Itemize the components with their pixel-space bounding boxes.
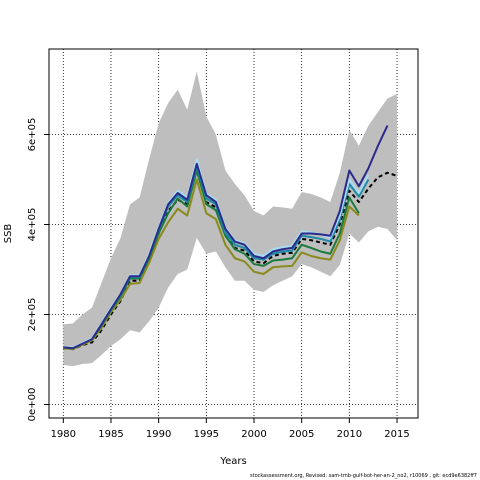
y-tick-label-2: 4e+05: [27, 208, 38, 242]
series-layer: [63, 125, 398, 351]
x-axis: 1980 1985 1990 1995 2000 2005 2010 2015: [51, 417, 410, 440]
y-axis: 0e+00 2e+05 4e+05 6e+05: [27, 118, 50, 422]
series-line-5: [63, 125, 389, 350]
series-line-1: [63, 178, 360, 351]
x-tick-label-4: 2000: [241, 429, 266, 440]
footer-note: stockassessment.org, Revised: sam-tmb-gu…: [250, 473, 477, 479]
y-tick-label-0: 0e+00: [27, 388, 38, 422]
confidence-band-layer: [63, 71, 398, 367]
x-tick-label-6: 2010: [337, 429, 362, 440]
x-axis-title: Years: [219, 456, 246, 467]
x-tick-label-0: 1980: [51, 429, 76, 440]
x-tick-label-2: 1990: [146, 429, 171, 440]
y-axis-title: SSB: [3, 224, 14, 244]
x-tick-label-5: 2005: [289, 429, 314, 440]
y-tick-label-1: 2e+05: [27, 298, 38, 332]
y-tick-label-3: 6e+05: [27, 118, 38, 152]
x-tick-label-1: 1985: [98, 429, 123, 440]
confidence-band: [63, 71, 398, 367]
x-tick-label-7: 2015: [384, 429, 409, 440]
x-tick-label-3: 1995: [194, 429, 219, 440]
